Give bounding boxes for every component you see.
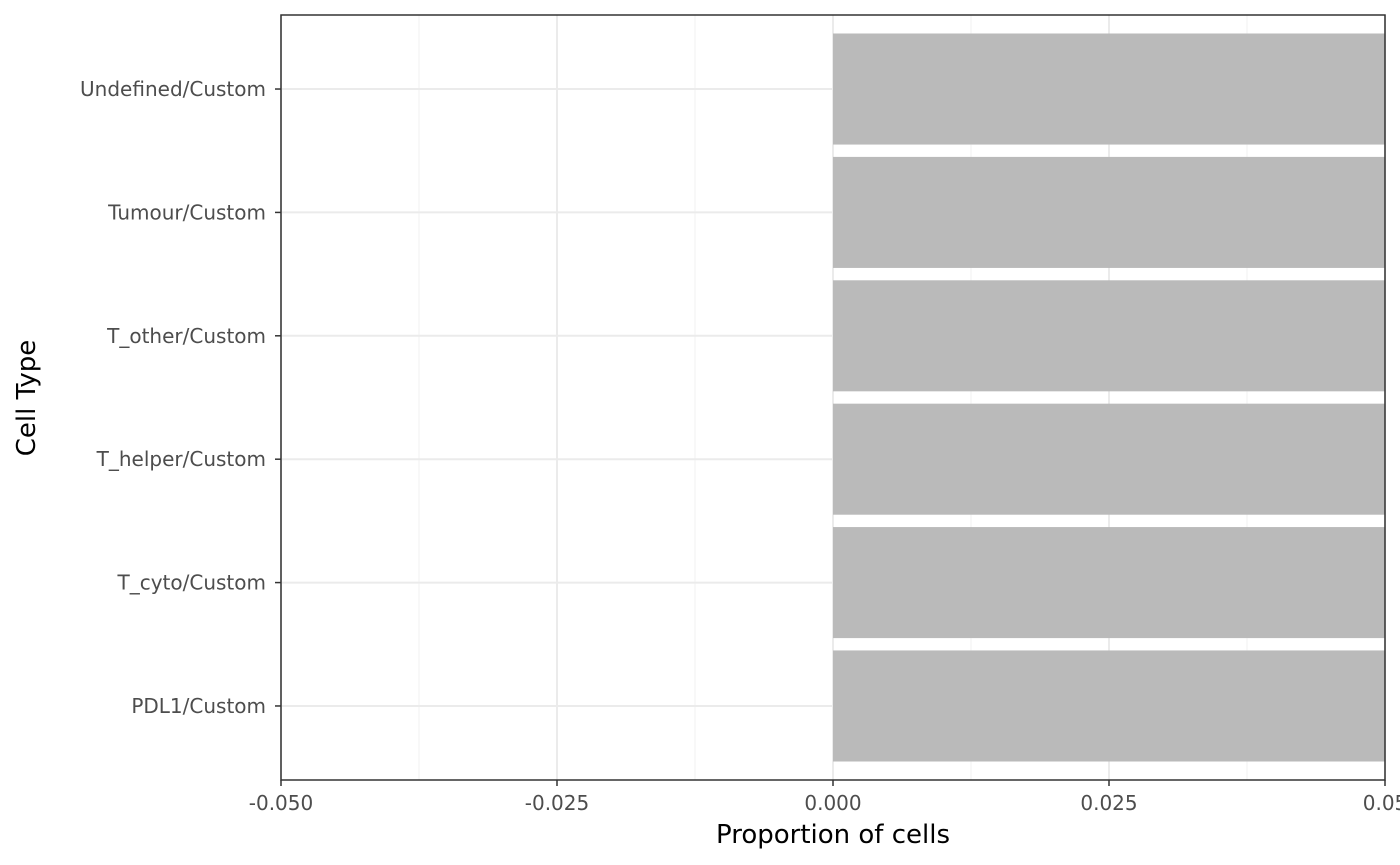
bar (833, 527, 1385, 639)
y-axis-title: Cell Type (12, 340, 42, 457)
x-tick-label: 0.000 (804, 791, 861, 815)
y-tick-label: T_other/Custom (106, 324, 266, 348)
bar (833, 280, 1385, 392)
x-axis-title: Proportion of cells (716, 820, 950, 850)
bar (833, 33, 1385, 145)
x-tick-label: -0.025 (525, 791, 589, 815)
x-tick-label: 0.025 (1080, 791, 1137, 815)
bar (833, 403, 1385, 515)
y-tick-label: T_cyto/Custom (117, 571, 267, 595)
bar-layer (833, 33, 1385, 762)
tick-layer: -0.050 -0.025 0.000 0.025 0.05 PDL1/Custom T_c… (80, 77, 1400, 815)
y-tick-label: Tumour/Custom (107, 200, 266, 224)
bar (833, 156, 1385, 268)
bar (833, 650, 1385, 762)
y-tick-label: Undefined/Custom (80, 77, 266, 101)
x-tick-label: -0.050 (249, 791, 313, 815)
x-tick-label: 0.05 (1363, 791, 1400, 815)
y-tick-label: PDL1/Custom (131, 694, 266, 718)
y-tick-label: T_helper/Custom (96, 447, 266, 471)
